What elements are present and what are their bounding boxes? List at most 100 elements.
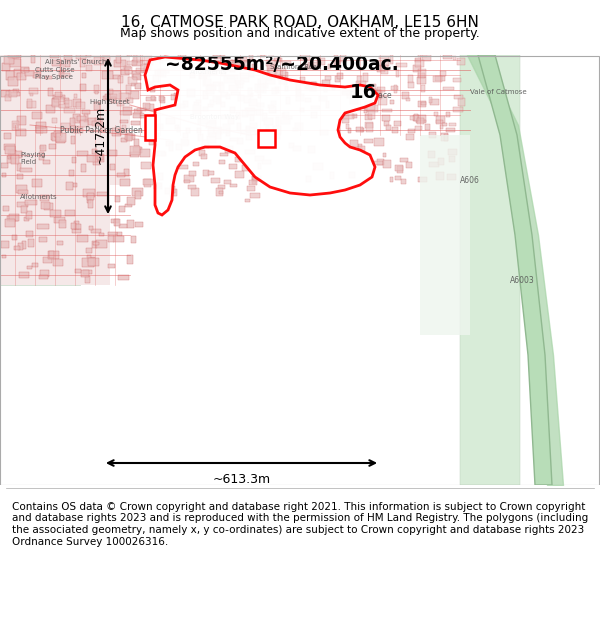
Bar bbox=[76, 102, 85, 109]
Bar bbox=[39, 237, 47, 242]
Bar bbox=[183, 133, 188, 138]
Bar bbox=[262, 72, 270, 79]
Bar bbox=[226, 94, 230, 99]
Bar bbox=[357, 76, 362, 82]
Bar bbox=[126, 134, 133, 139]
Bar bbox=[23, 217, 29, 221]
Bar bbox=[115, 196, 120, 202]
Polygon shape bbox=[0, 55, 100, 185]
Bar bbox=[31, 54, 35, 64]
Bar bbox=[256, 109, 263, 115]
Bar bbox=[238, 95, 244, 101]
Bar bbox=[133, 148, 142, 153]
Bar bbox=[155, 70, 164, 76]
Bar bbox=[53, 94, 65, 99]
Bar bbox=[342, 91, 350, 96]
Bar bbox=[394, 85, 397, 93]
Polygon shape bbox=[0, 135, 80, 285]
Bar bbox=[166, 141, 173, 146]
Bar bbox=[94, 242, 99, 246]
Bar bbox=[296, 89, 301, 97]
Bar bbox=[245, 199, 250, 202]
Bar bbox=[13, 89, 19, 93]
Bar bbox=[127, 198, 134, 205]
Bar bbox=[17, 73, 26, 80]
Bar bbox=[108, 236, 115, 242]
Bar bbox=[260, 51, 265, 57]
Bar bbox=[337, 72, 343, 79]
Bar bbox=[236, 112, 240, 119]
Bar bbox=[188, 185, 196, 189]
Bar bbox=[300, 108, 304, 112]
Bar bbox=[227, 65, 233, 69]
Bar bbox=[94, 56, 104, 65]
Bar bbox=[81, 164, 86, 172]
Bar bbox=[17, 174, 23, 179]
Bar bbox=[154, 184, 163, 189]
Bar bbox=[116, 56, 121, 63]
Bar bbox=[299, 78, 305, 86]
Bar bbox=[125, 204, 131, 208]
Bar bbox=[32, 179, 43, 187]
Bar bbox=[84, 113, 88, 122]
Bar bbox=[120, 119, 128, 123]
Bar bbox=[386, 125, 391, 129]
Bar bbox=[161, 152, 166, 156]
Bar bbox=[332, 87, 335, 90]
Bar bbox=[50, 209, 61, 217]
Bar bbox=[440, 71, 446, 76]
Bar bbox=[280, 71, 283, 78]
Bar bbox=[201, 154, 208, 159]
Bar bbox=[37, 68, 41, 76]
Bar bbox=[279, 78, 287, 84]
Bar bbox=[105, 94, 117, 99]
Bar bbox=[212, 96, 221, 102]
Bar bbox=[55, 97, 64, 102]
Bar bbox=[209, 133, 216, 138]
Polygon shape bbox=[145, 115, 155, 140]
Bar bbox=[244, 96, 251, 102]
Bar bbox=[430, 162, 439, 168]
Bar bbox=[435, 76, 445, 81]
Bar bbox=[422, 54, 431, 61]
Bar bbox=[407, 129, 415, 133]
Bar bbox=[160, 56, 163, 63]
Bar bbox=[258, 79, 266, 87]
Bar bbox=[74, 127, 83, 133]
Bar bbox=[413, 114, 418, 121]
Bar bbox=[328, 64, 331, 69]
Bar bbox=[85, 59, 93, 64]
Bar bbox=[165, 188, 173, 194]
Bar bbox=[244, 61, 250, 66]
Bar bbox=[134, 109, 142, 115]
Text: High Street: High Street bbox=[90, 99, 130, 105]
Bar bbox=[317, 58, 325, 65]
Bar bbox=[52, 133, 61, 141]
Bar bbox=[408, 76, 413, 83]
Bar bbox=[325, 76, 331, 80]
Bar bbox=[59, 104, 70, 108]
Bar bbox=[215, 132, 221, 139]
Bar bbox=[103, 96, 109, 100]
Bar bbox=[401, 92, 409, 99]
Bar bbox=[374, 90, 382, 97]
Bar bbox=[273, 65, 277, 69]
Bar bbox=[186, 129, 190, 132]
Bar bbox=[283, 112, 289, 120]
Bar bbox=[275, 118, 279, 126]
Bar bbox=[71, 126, 79, 133]
Bar bbox=[9, 49, 16, 58]
Bar bbox=[64, 108, 75, 113]
Bar bbox=[5, 219, 15, 227]
Bar bbox=[406, 161, 412, 168]
Bar bbox=[379, 61, 389, 66]
Bar bbox=[193, 162, 199, 166]
Bar bbox=[245, 126, 250, 132]
Bar bbox=[383, 152, 386, 157]
Bar bbox=[64, 54, 72, 59]
Bar bbox=[118, 275, 129, 279]
Bar bbox=[177, 126, 180, 132]
Bar bbox=[4, 56, 14, 64]
Bar bbox=[305, 86, 310, 89]
Bar bbox=[87, 154, 98, 162]
